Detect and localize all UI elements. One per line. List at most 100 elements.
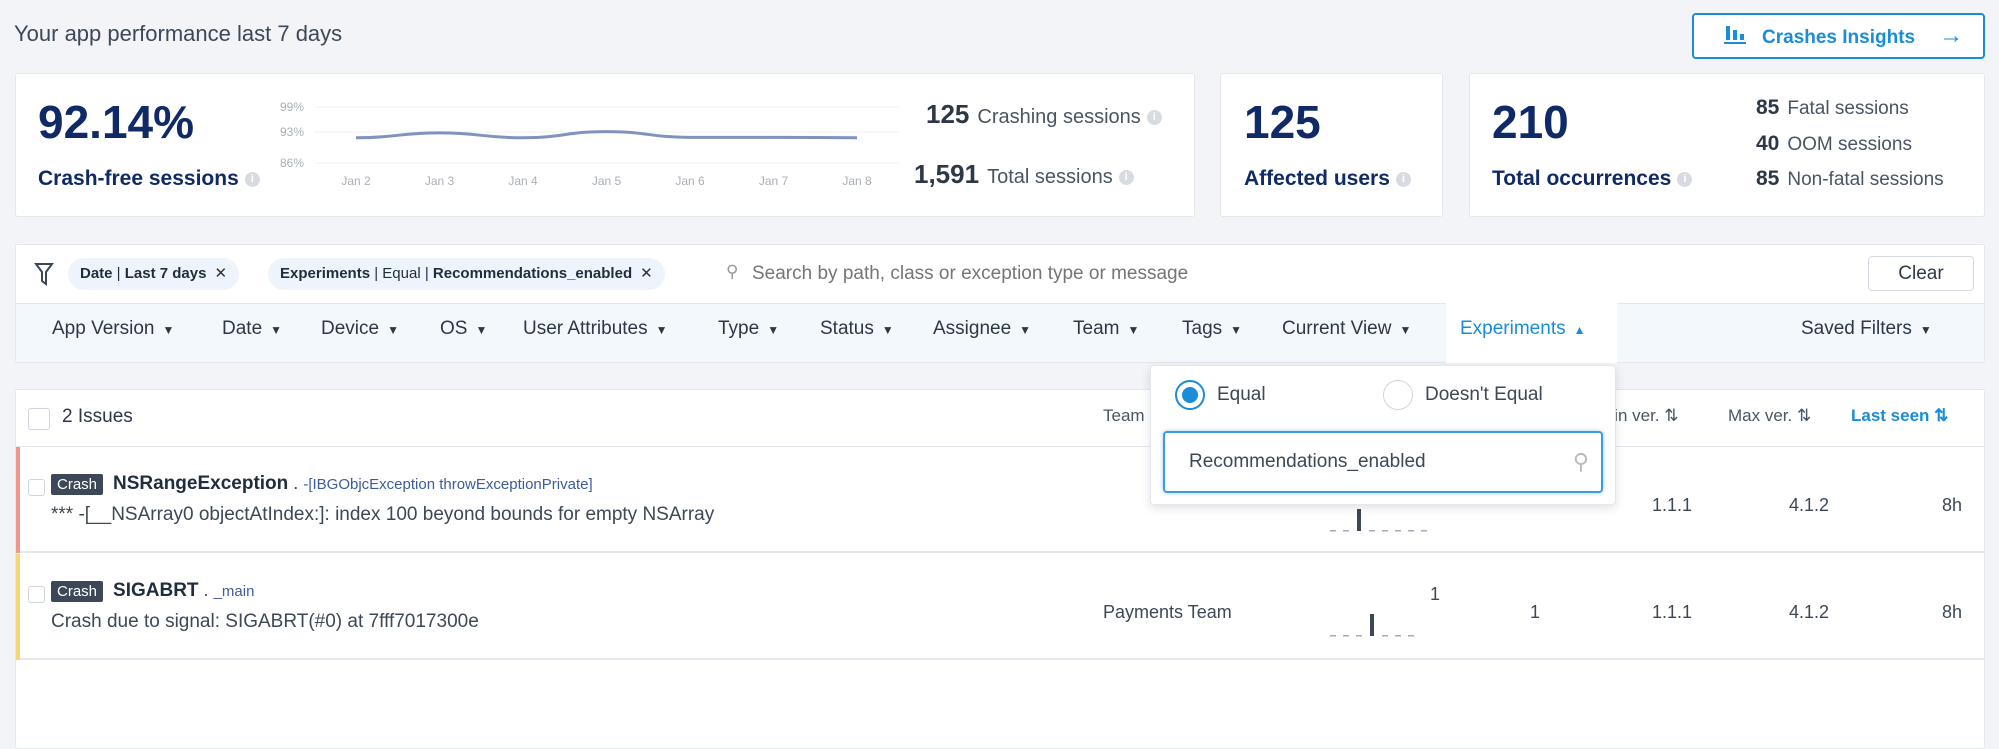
tab-status[interactable]: Status ▼ [820, 318, 894, 339]
oom-sessions: 40 OOM sessions [1756, 132, 1912, 155]
spark-dash [1382, 635, 1388, 637]
experiment-search-input[interactable]: Recommendations_enabled ⚲ [1163, 431, 1603, 493]
spark-dash [1330, 530, 1336, 532]
table-row[interactable]: Crash SIGABRT . _main Crash due to signal… [16, 554, 1984, 660]
spark-dash [1343, 635, 1349, 637]
saved-filters-button[interactable]: Saved Filters ▼ [1801, 318, 1932, 339]
x-tick-label: Jan 4 [508, 174, 538, 188]
type-badge: Crash [51, 581, 104, 602]
non-fatal-sessions: 85 Non-fatal sessions [1756, 167, 1944, 190]
bar-chart-icon [1724, 25, 1746, 44]
divider [16, 446, 1984, 447]
radio-equal[interactable]: Equal [1175, 380, 1266, 410]
issues-count: 2 Issues [62, 406, 133, 427]
total-sessions: 1,591 Total sessions i [914, 159, 1134, 190]
max-version: 4.1.2 [1789, 495, 1830, 515]
tab-experiments-label[interactable]: Experiments ▲ [1460, 318, 1586, 339]
caret-down-icon: ▼ [387, 323, 399, 337]
spark-dash [1343, 530, 1349, 532]
issue-title[interactable]: Crash SIGABRT . _main [51, 580, 254, 602]
caret-down-icon: ▼ [162, 323, 175, 337]
spark-dash [1356, 635, 1362, 637]
fatal-sessions: 85 Fatal sessions [1756, 96, 1909, 119]
search-input[interactable] [752, 258, 1852, 290]
info-icon[interactable]: i [1677, 171, 1693, 187]
remove-chip-icon[interactable]: ✕ [640, 265, 653, 282]
issues-table [15, 389, 1985, 749]
crash-free-value: 92.14% [38, 96, 195, 148]
spark-dash [1408, 635, 1414, 637]
row-checkbox[interactable] [28, 479, 45, 496]
tab-device[interactable]: Device ▼ [321, 318, 399, 339]
last-seen: 8h [1941, 495, 1962, 515]
arrow-right-icon: → [1939, 22, 1964, 49]
caret-down-icon: ▼ [270, 323, 283, 337]
caret-down-icon: ▼ [655, 323, 668, 337]
select-all-checkbox[interactable] [28, 408, 50, 430]
row-checkbox[interactable] [28, 586, 45, 603]
spark-dash [1330, 635, 1336, 637]
info-icon[interactable]: i [1395, 171, 1411, 187]
tab-experiments[interactable] [1446, 303, 1617, 363]
tab-date[interactable]: Date ▼ [222, 318, 283, 339]
radio-doesnt-equal[interactable]: Doesn't Equal [1383, 380, 1543, 410]
occurrence-count: 1 [1430, 584, 1441, 604]
header-max-ver[interactable]: Max ver. ⇅ [1728, 406, 1812, 425]
filter-chip-experiments[interactable]: Experiments | Equal | Recommendations_en… [268, 258, 665, 290]
issue-location: _main [213, 583, 255, 600]
severity-bar [16, 447, 20, 553]
tab-tags[interactable]: Tags ▼ [1182, 318, 1243, 339]
affected-users-label: Affected users i [1244, 167, 1411, 191]
table-row[interactable]: Crash NSRangeException . -[IBGObjcExcepti… [16, 447, 1984, 553]
crashes-insights-label: Crashes Insights [1762, 27, 1916, 48]
tab-app-version[interactable]: App Version ▼ [52, 318, 175, 339]
min-version: 1.1.1 [1652, 602, 1693, 622]
clear-button[interactable]: Clear [1868, 256, 1974, 291]
last-seen: 8h [1941, 602, 1962, 622]
info-icon[interactable]: i [1118, 170, 1134, 186]
header-team[interactable]: Team [1103, 406, 1145, 425]
tab-team[interactable]: Team ▼ [1073, 318, 1140, 339]
crash-free-card [15, 73, 1195, 217]
x-tick-label: Jan 8 [842, 174, 872, 188]
tab-user-attributes[interactable]: User Attributes ▼ [523, 318, 668, 339]
x-tick-label: Jan 2 [341, 174, 371, 188]
filter-chip-date[interactable]: Date | Last 7 days ✕ [68, 258, 240, 290]
filter-icon[interactable] [34, 262, 54, 286]
x-tick-label: Jan 7 [759, 174, 789, 188]
issue-message: *** -[__NSArray0 objectAtIndex:]: index … [51, 504, 715, 525]
header-last-seen[interactable]: Last seen ⇅ [1851, 406, 1949, 425]
issue-title[interactable]: Crash NSRangeException . -[IBGObjcExcepti… [51, 473, 593, 495]
tab-assignee[interactable]: Assignee ▼ [933, 318, 1032, 339]
x-tick-label: Jan 6 [675, 174, 705, 188]
occurrence-sparkline [1330, 509, 1427, 532]
caret-down-icon: ▼ [1127, 323, 1140, 337]
crashes-insights-button[interactable]: Crashes Insights → [1692, 13, 1985, 59]
tab-type[interactable]: Type ▼ [718, 318, 780, 339]
x-tick-label: Jan 5 [592, 174, 622, 188]
series-line [355, 130, 858, 140]
info-icon[interactable]: i [1146, 110, 1162, 126]
page-title: Your app performance last 7 days [14, 21, 343, 46]
occurrences-value: 210 [1492, 96, 1569, 148]
remove-chip-icon[interactable]: ✕ [214, 265, 228, 282]
tab-os[interactable]: OS ▼ [440, 318, 488, 339]
y-tick-label: 86% [280, 156, 304, 170]
caret-down-icon: ▼ [1019, 323, 1032, 337]
caret-down-icon: ▼ [1919, 323, 1932, 337]
issue-message: Crash due to signal: SIGABRT(#0) at 7fff… [51, 611, 479, 632]
info-icon[interactable]: i [244, 171, 260, 187]
severity-bar [16, 554, 20, 660]
tab-current-view[interactable]: Current View ▼ [1282, 318, 1412, 339]
radio-unchecked-icon [1383, 380, 1413, 410]
max-version: 4.1.2 [1789, 602, 1830, 622]
caret-down-icon: ▼ [475, 323, 488, 337]
crash-free-label: Crash-free sessions i [38, 167, 260, 191]
team-cell: Payments Team [1103, 602, 1232, 622]
y-tick-label: 99% [280, 100, 304, 114]
tabs-bar [16, 303, 1984, 362]
experiments-dropdown: Equal Doesn't Equal Recommendations_enab… [1150, 365, 1616, 505]
spark-dash [1408, 530, 1414, 532]
occurrence-sparkline [1330, 614, 1414, 637]
spark-dash [1369, 530, 1375, 532]
